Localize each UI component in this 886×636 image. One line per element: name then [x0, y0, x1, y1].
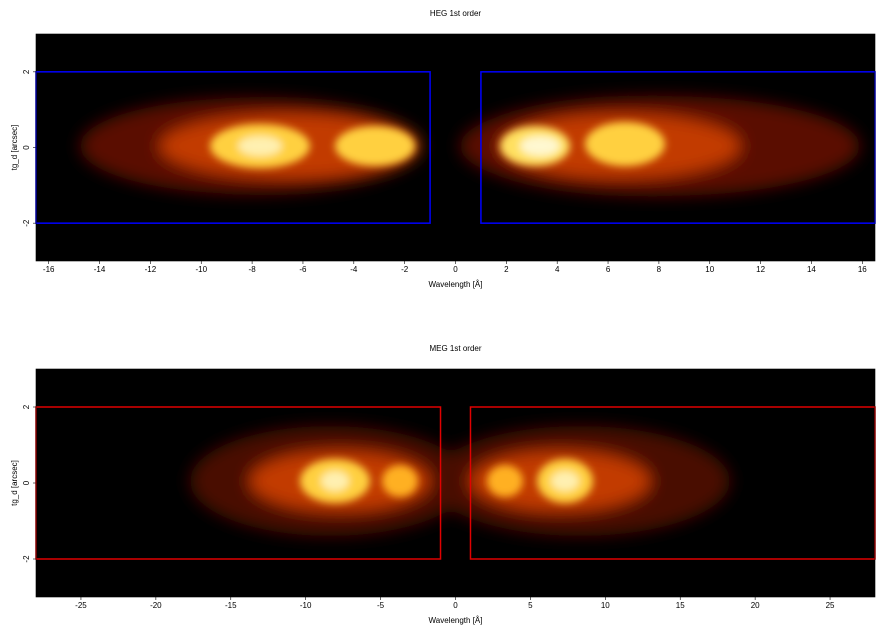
x-tick-label: 5	[528, 601, 533, 610]
x-tick-label: 15	[676, 601, 685, 610]
x-tick-label: -25	[75, 601, 87, 610]
y-tick-label: -2	[22, 555, 31, 563]
x-tick-label: 16	[858, 265, 867, 274]
x-tick-label: -4	[350, 265, 358, 274]
x-tick-label: -6	[299, 265, 307, 274]
x-tick-label: -2	[401, 265, 409, 274]
x-tick-label: 10	[601, 601, 610, 610]
x-tick-label: 10	[705, 265, 714, 274]
x-tick-label: -14	[94, 265, 106, 274]
chart-title: HEG 1st order	[430, 9, 481, 18]
x-tick-label: 0	[453, 265, 458, 274]
x-tick-label: -20	[150, 601, 162, 610]
chart-title: MEG 1st order	[429, 344, 481, 353]
heatmap-image	[36, 34, 875, 261]
x-tick-label: 2	[504, 265, 509, 274]
x-tick-label: 8	[657, 265, 662, 274]
x-axis-label: Wavelength [Å]	[429, 616, 483, 625]
y-tick-label: 0	[22, 480, 31, 485]
y-tick-label: 2	[22, 404, 31, 409]
x-tick-label: 14	[807, 265, 816, 274]
x-tick-label: -8	[249, 265, 257, 274]
x-tick-label: 0	[453, 601, 458, 610]
x-tick-label: 4	[555, 265, 560, 274]
heatmap-image	[36, 369, 875, 597]
x-tick-label: -15	[225, 601, 237, 610]
x-tick-label: -12	[145, 265, 157, 274]
y-axis-label: tg_d [arcsec]	[10, 460, 19, 506]
x-tick-label: -10	[195, 265, 207, 274]
y-axis-label: tg_d [arcsec]	[10, 125, 19, 171]
y-tick-label: 0	[22, 145, 31, 150]
x-tick-label: 12	[756, 265, 765, 274]
y-tick-label: -2	[22, 219, 31, 227]
x-tick-label: -10	[300, 601, 312, 610]
x-axis-label: Wavelength [Å]	[429, 280, 483, 289]
x-tick-label: -5	[377, 601, 385, 610]
x-tick-label: 25	[826, 601, 835, 610]
x-tick-label: 6	[606, 265, 611, 274]
y-tick-label: 2	[22, 69, 31, 74]
plot-frame	[35, 368, 876, 598]
x-tick-label: 20	[751, 601, 760, 610]
plot-frame	[35, 33, 876, 262]
x-tick-label: -16	[43, 265, 55, 274]
